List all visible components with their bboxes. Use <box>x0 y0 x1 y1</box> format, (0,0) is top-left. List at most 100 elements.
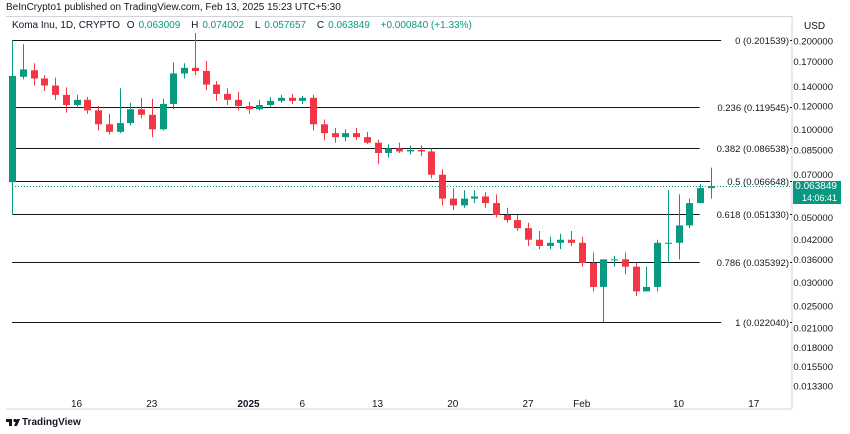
candle-body <box>52 85 59 95</box>
candle-body <box>181 67 188 74</box>
candle-body <box>536 239 543 246</box>
candle-body <box>353 133 360 138</box>
tradingview-brand[interactable]: TradingView <box>22 417 81 428</box>
time-tick-label: 2025 <box>237 399 260 410</box>
candle-body <box>686 203 693 226</box>
candle-body <box>697 188 704 204</box>
last-price-badge: 0.063849 <box>793 181 841 193</box>
fib-level-label: 0 (0.201539) <box>735 36 789 47</box>
candle-body <box>482 196 489 204</box>
candle-body <box>439 174 446 199</box>
candle-body <box>418 149 425 152</box>
close-label: C <box>316 20 325 31</box>
open-label: O <box>126 20 135 31</box>
time-tick-label: 20 <box>447 399 459 410</box>
fib-level-label: 0.786 (0.035392) <box>717 258 789 269</box>
currency-label: USD <box>804 21 826 32</box>
candle-body <box>149 114 156 130</box>
candle-body <box>41 78 48 86</box>
candle-body <box>235 99 242 107</box>
candle-body <box>633 266 640 292</box>
candle-body <box>428 151 435 175</box>
candle-body <box>246 106 253 110</box>
fib-level-label: 0.618 (0.051330) <box>717 210 789 221</box>
time-tick-label: 17 <box>748 399 760 410</box>
price-tick-label: 0.021000 <box>793 324 833 335</box>
candle-body <box>407 149 414 152</box>
candle-body <box>611 259 618 261</box>
publisher-text: BeInCrypto1 published on TradingView.com… <box>6 2 341 13</box>
footer <box>0 412 850 434</box>
candle-body <box>493 203 500 216</box>
tradingview-logo-icon[interactable] <box>6 417 20 427</box>
candle-body <box>278 97 285 101</box>
candle-body <box>84 99 91 111</box>
candle-body <box>117 123 124 132</box>
candle-body <box>547 242 554 246</box>
candle-body <box>590 262 597 287</box>
candle-body <box>557 239 564 243</box>
price-tick-label: 0.140000 <box>793 82 833 93</box>
candle-body <box>267 100 274 105</box>
candle-body <box>213 84 220 94</box>
fib-label-background <box>710 175 790 188</box>
candle-body <box>665 242 672 244</box>
candle-body <box>385 148 392 153</box>
candle-body <box>31 70 38 79</box>
high-value: 0.074002 <box>202 20 245 31</box>
fib-label-background <box>699 208 790 221</box>
time-tick-label: 27 <box>522 399 534 410</box>
candle-body <box>461 198 468 206</box>
candle-body <box>170 73 177 104</box>
candle-body <box>224 93 231 100</box>
candle-body <box>450 198 457 206</box>
candle-body <box>160 103 167 130</box>
price-tick-label: 0.025000 <box>793 301 833 312</box>
candle-body <box>299 97 306 101</box>
candle-body <box>525 228 532 240</box>
candle-body <box>138 109 145 115</box>
candle-body <box>622 259 629 267</box>
price-tick-label: 0.050000 <box>793 213 833 224</box>
candle-body <box>9 75 16 183</box>
chart-frame[interactable] <box>6 16 792 410</box>
time-tick-label: 6 <box>299 399 305 410</box>
fib-level-label: 1 (0.022040) <box>735 318 789 329</box>
candle-body <box>63 94 70 105</box>
high-label: H <box>191 20 199 31</box>
price-tick-label: 0.036000 <box>793 255 833 266</box>
candle-body <box>127 109 134 124</box>
candle-body <box>192 67 199 72</box>
price-tick-label: 0.120000 <box>793 102 833 113</box>
candle-body <box>396 148 403 152</box>
time-tick-label: 23 <box>146 399 158 410</box>
close-value: 0.063849 <box>328 20 370 31</box>
candle-body <box>256 104 263 110</box>
low-value: 0.057657 <box>264 20 307 31</box>
candle-body <box>364 137 371 143</box>
fib-label-background <box>699 256 790 269</box>
time-tick-label: 13 <box>372 399 384 410</box>
ohlc-legend: Koma Inu, 1D, CRYPTO O 0.063009 H 0.074002… <box>12 20 476 31</box>
candle-body <box>654 242 661 287</box>
candle-body <box>203 71 210 85</box>
change-value: +0.000840 (+1.33%) <box>380 20 472 31</box>
candle-body <box>310 97 317 125</box>
fib-label-background <box>721 316 790 329</box>
price-tick-label: 0.070000 <box>793 170 833 181</box>
fib-level-label: 0.382 (0.086538) <box>717 144 789 155</box>
candle-body <box>514 220 521 229</box>
open-value: 0.063009 <box>138 20 181 31</box>
candle-body <box>74 99 81 105</box>
candle-body <box>600 259 607 287</box>
candle-body <box>708 186 715 189</box>
time-tick-label: Feb <box>573 399 591 410</box>
low-label: L <box>254 20 261 31</box>
countdown-badge: 14:06:41 <box>793 193 841 204</box>
candle-body <box>504 215 511 221</box>
candle-body <box>332 133 339 138</box>
candle-body <box>676 225 683 243</box>
candle-body <box>342 133 349 138</box>
candle-body <box>106 124 113 132</box>
